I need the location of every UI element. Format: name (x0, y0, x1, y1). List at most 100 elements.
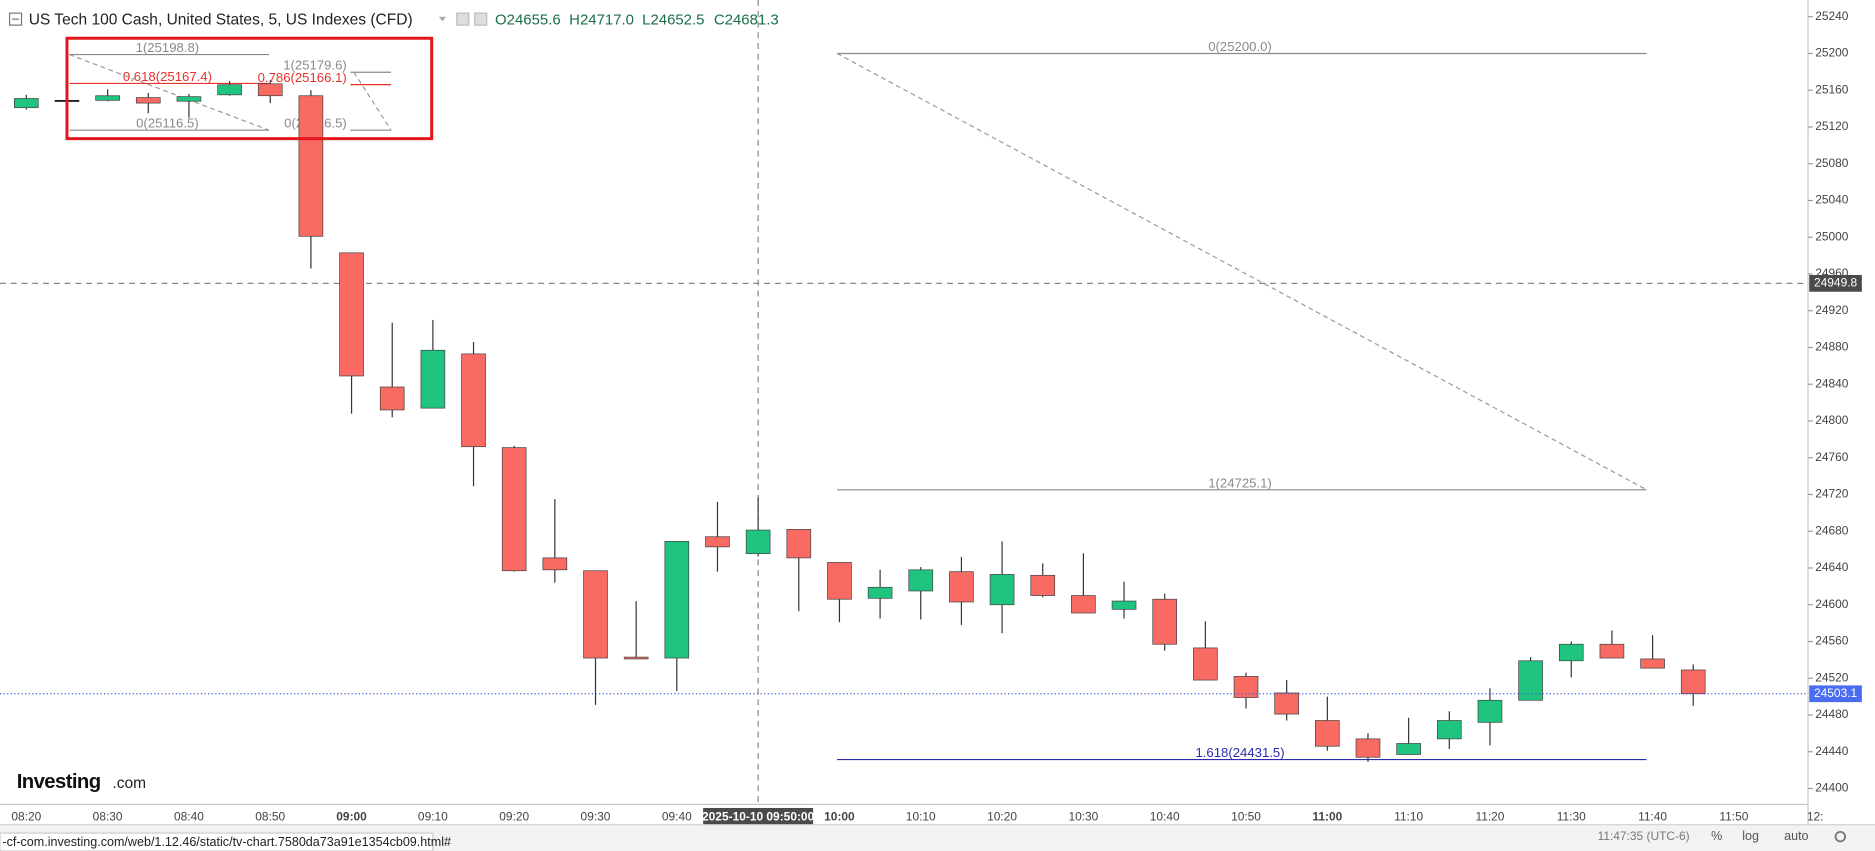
x-tick-label: 10:00 (824, 810, 855, 824)
x-tick-label: 11:00 (1312, 810, 1342, 824)
y-tick-label: 24680 (1815, 523, 1849, 537)
candle-body (1111, 600, 1137, 610)
candle-body (135, 97, 161, 104)
candle-body (257, 83, 283, 97)
x-tick-label: 11:10 (1394, 810, 1423, 824)
brand-suffix: .com (112, 775, 146, 792)
x-tick-label: 11:40 (1638, 810, 1667, 824)
x-tick-label: 10:40 (1150, 810, 1180, 824)
fib-level-label: 1.618(24431.5) (1195, 745, 1284, 760)
candle-body (908, 569, 934, 592)
candle-body (1152, 598, 1178, 645)
highlight-box (65, 36, 434, 141)
percent-button[interactable]: % (1711, 829, 1722, 843)
candle-body (705, 536, 730, 548)
brand-name: Investing (17, 771, 101, 793)
open-value: O24655.6 (495, 11, 561, 28)
status-url: -cf-com.investing.com/web/1.12.46/static… (2, 835, 451, 849)
y-tick-label: 24760 (1815, 450, 1849, 464)
candle-body (1071, 595, 1096, 614)
candle-body (989, 574, 1015, 606)
log-button[interactable]: log (1742, 829, 1759, 843)
plot-area: 0(25200.0) 1(24725.1) 1.618(24431.5) 1(2519… (0, 0, 1809, 804)
low-value: L24652.5 (642, 11, 704, 28)
fib-level-label: 0.618(25167.4) (123, 69, 212, 84)
x-tick-label: 11:30 (1557, 810, 1586, 824)
candle-body (1274, 692, 1299, 715)
close-value: C24681.3 (714, 11, 779, 28)
auto-button[interactable]: auto (1784, 829, 1808, 843)
x-tick-label: 10:30 (1068, 810, 1098, 824)
y-tick-label: 24400 (1815, 781, 1849, 795)
candle-body (623, 656, 649, 660)
candle-body (379, 386, 405, 411)
candle-body (1233, 676, 1259, 698)
x-tick-label: 09:30 (581, 810, 611, 824)
x-tick-label: 10:50 (1231, 810, 1261, 824)
candle-body (217, 84, 242, 96)
fib-level-label: 0(25200.0) (1208, 39, 1272, 54)
candle-body (1599, 643, 1625, 659)
fib-trend-line (69, 54, 270, 131)
y-tick-label: 25160 (1815, 82, 1849, 96)
x-tick-label: 08:40 (174, 810, 204, 824)
x-tick-label: 09:40 (662, 810, 692, 824)
last-price-label: 24503.1 (1814, 686, 1858, 700)
dropdown-icon[interactable] (438, 16, 447, 22)
x-tick-label: 08:50 (255, 810, 285, 824)
candle-body (664, 540, 690, 659)
candle-body (501, 447, 527, 572)
settings-icon[interactable] (456, 12, 470, 26)
fib-level-label: 0.786(25166.1) (258, 70, 347, 85)
y-tick-label: 24920 (1815, 303, 1849, 317)
candle-body (542, 557, 568, 571)
candle-body (1518, 660, 1543, 701)
candle-body (1640, 658, 1665, 669)
y-tick-label: 24560 (1815, 634, 1849, 648)
candle-body (1193, 647, 1218, 681)
crosshair-price-label: 24949.8 (1814, 276, 1858, 290)
candle-body (1030, 574, 1056, 596)
x-tick-label: 08:20 (11, 810, 41, 824)
y-tick-label: 24720 (1815, 487, 1849, 501)
candle-body (1396, 743, 1421, 755)
settings-gear[interactable] (1834, 830, 1847, 843)
x-tick-label: 09:10 (418, 810, 448, 824)
y-tick-label: 25200 (1815, 46, 1849, 60)
candle-body (1558, 643, 1584, 662)
candle-body (1436, 720, 1462, 740)
candle-body (867, 586, 893, 599)
y-tick-label: 24520 (1815, 670, 1849, 684)
fib-trend-line (836, 52, 1647, 491)
x-tick-label: 08:30 (93, 810, 123, 824)
fib-level-label: 1(25179.6) (283, 58, 347, 73)
y-tick-label: 24600 (1815, 597, 1849, 611)
candle-body (339, 252, 364, 377)
y-tick-label: 24480 (1815, 707, 1849, 721)
candle-body (786, 529, 812, 559)
close-icon[interactable] (474, 12, 488, 26)
axes: 24400 24440 24480 24520 24560 24600 24640 24680… (11, 9, 1862, 826)
y-tick-label: 25120 (1815, 119, 1849, 133)
crosshair-time-tag (703, 807, 814, 826)
candle-body (1680, 669, 1706, 695)
candle-body (745, 529, 771, 555)
candle-body (827, 562, 852, 600)
x-tick-label: 11:20 (1475, 810, 1504, 824)
fib-level-label: 1(25198.8) (136, 40, 200, 55)
y-tick-label: 25080 (1815, 156, 1849, 170)
crosshair-price-tag (1809, 274, 1862, 292)
y-tick-label: 25040 (1815, 193, 1849, 207)
y-tick-label: 24800 (1815, 413, 1849, 427)
url-box (0, 832, 434, 851)
y-tick-label: 25000 (1815, 229, 1849, 243)
candle-body (461, 353, 486, 448)
y-tick-label: 24840 (1815, 376, 1849, 390)
fib-level-label: 0(25116.5) (136, 116, 199, 131)
candle-body (298, 95, 324, 237)
collapse-icon[interactable] (8, 12, 23, 26)
y-tick-label: 25240 (1815, 9, 1849, 23)
